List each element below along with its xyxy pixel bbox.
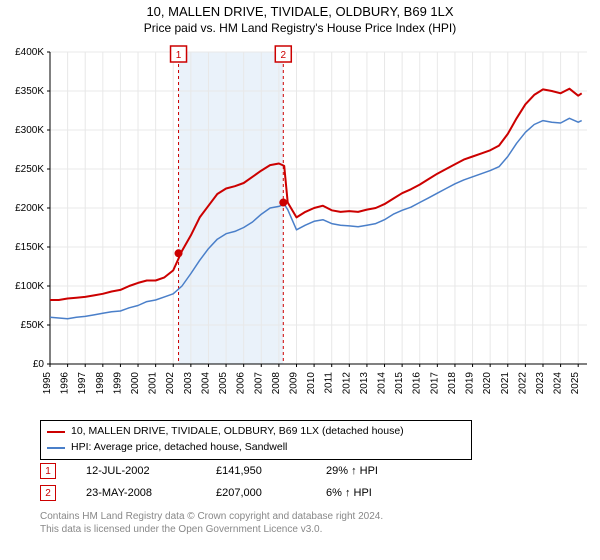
svg-text:2: 2 bbox=[281, 50, 287, 61]
footnote-line: Contains HM Land Registry data © Crown c… bbox=[40, 510, 383, 523]
event-price: £207,000 bbox=[216, 487, 326, 499]
event-row: 2 23-MAY-2008£207,0006% ↑ HPI bbox=[40, 482, 436, 504]
svg-text:£200K: £200K bbox=[15, 203, 44, 214]
svg-text:2013: 2013 bbox=[359, 372, 370, 395]
svg-text:2011: 2011 bbox=[324, 372, 335, 394]
svg-text:2022: 2022 bbox=[517, 372, 528, 395]
svg-text:2007: 2007 bbox=[253, 372, 264, 395]
event-hpi: 6% ↑ HPI bbox=[326, 487, 436, 499]
svg-text:2025: 2025 bbox=[570, 372, 581, 395]
event-badge: 1 bbox=[40, 463, 56, 479]
svg-text:2021: 2021 bbox=[500, 372, 511, 395]
event-badge: 2 bbox=[40, 485, 56, 501]
svg-text:£300K: £300K bbox=[15, 125, 44, 136]
chart-title: 10, MALLEN DRIVE, TIVIDALE, OLDBURY, B69… bbox=[0, 0, 600, 19]
chart-area: £0 £50K £100K £150K £200K £250K £300K £350K £400… bbox=[0, 44, 600, 414]
svg-text:2000: 2000 bbox=[130, 372, 141, 395]
svg-text:1: 1 bbox=[176, 50, 182, 61]
svg-text:£100K: £100K bbox=[15, 281, 44, 292]
svg-text:£350K: £350K bbox=[15, 86, 44, 97]
svg-text:2008: 2008 bbox=[271, 372, 282, 395]
svg-text:2016: 2016 bbox=[412, 372, 423, 395]
svg-text:2015: 2015 bbox=[394, 372, 405, 395]
svg-text:2003: 2003 bbox=[183, 372, 194, 395]
svg-text:2019: 2019 bbox=[465, 372, 476, 395]
chart-subtitle: Price paid vs. HM Land Registry's House … bbox=[0, 19, 600, 35]
event-price: £141,950 bbox=[216, 465, 326, 477]
svg-text:2006: 2006 bbox=[236, 372, 247, 395]
svg-text:£0: £0 bbox=[33, 359, 45, 370]
svg-text:2018: 2018 bbox=[447, 372, 458, 395]
svg-text:£400K: £400K bbox=[15, 47, 44, 58]
svg-text:2014: 2014 bbox=[377, 372, 388, 395]
svg-text:2002: 2002 bbox=[165, 372, 176, 395]
footnote: Contains HM Land Registry data © Crown c… bbox=[40, 510, 383, 536]
legend-item: HPI: Average price, detached house, Sand… bbox=[47, 440, 465, 456]
event-date: 23-MAY-2008 bbox=[86, 487, 216, 499]
event-list: 1 12-JUL-2002£141,95029% ↑ HPI 2 23-MAY-200… bbox=[40, 460, 436, 504]
legend-item: 10, MALLEN DRIVE, TIVIDALE, OLDBURY, B69… bbox=[47, 424, 465, 440]
svg-text:2017: 2017 bbox=[429, 372, 440, 395]
event-date: 12-JUL-2002 bbox=[86, 465, 216, 477]
svg-text:2023: 2023 bbox=[535, 372, 546, 395]
svg-text:£50K: £50K bbox=[21, 320, 45, 331]
svg-text:2020: 2020 bbox=[482, 372, 493, 395]
event-hpi: 29% ↑ HPI bbox=[326, 465, 436, 477]
svg-text:£250K: £250K bbox=[15, 164, 44, 175]
line-chart: £0 £50K £100K £150K £200K £250K £300K £350K £400… bbox=[0, 44, 600, 414]
legend-label: 10, MALLEN DRIVE, TIVIDALE, OLDBURY, B69… bbox=[71, 424, 404, 440]
svg-text:2001: 2001 bbox=[148, 372, 159, 395]
svg-text:1997: 1997 bbox=[77, 372, 88, 395]
svg-text:1995: 1995 bbox=[42, 372, 53, 395]
svg-text:2005: 2005 bbox=[218, 372, 229, 395]
event-row: 1 12-JUL-2002£141,95029% ↑ HPI bbox=[40, 460, 436, 482]
legend-label: HPI: Average price, detached house, Sand… bbox=[71, 440, 287, 456]
svg-text:1999: 1999 bbox=[112, 372, 123, 395]
legend-swatch bbox=[47, 447, 65, 449]
svg-text:£150K: £150K bbox=[15, 242, 44, 253]
svg-text:1996: 1996 bbox=[60, 372, 71, 395]
legend: 10, MALLEN DRIVE, TIVIDALE, OLDBURY, B69… bbox=[40, 420, 472, 460]
svg-text:2010: 2010 bbox=[306, 372, 317, 395]
svg-text:2004: 2004 bbox=[200, 372, 211, 395]
footnote-line: This data is licensed under the Open Gov… bbox=[40, 523, 383, 536]
legend-swatch bbox=[47, 431, 65, 433]
chart-container: 10, MALLEN DRIVE, TIVIDALE, OLDBURY, B69… bbox=[0, 0, 600, 560]
svg-text:2012: 2012 bbox=[341, 372, 352, 395]
svg-text:2009: 2009 bbox=[288, 372, 299, 395]
svg-text:2024: 2024 bbox=[553, 372, 564, 395]
svg-text:1998: 1998 bbox=[95, 372, 106, 395]
